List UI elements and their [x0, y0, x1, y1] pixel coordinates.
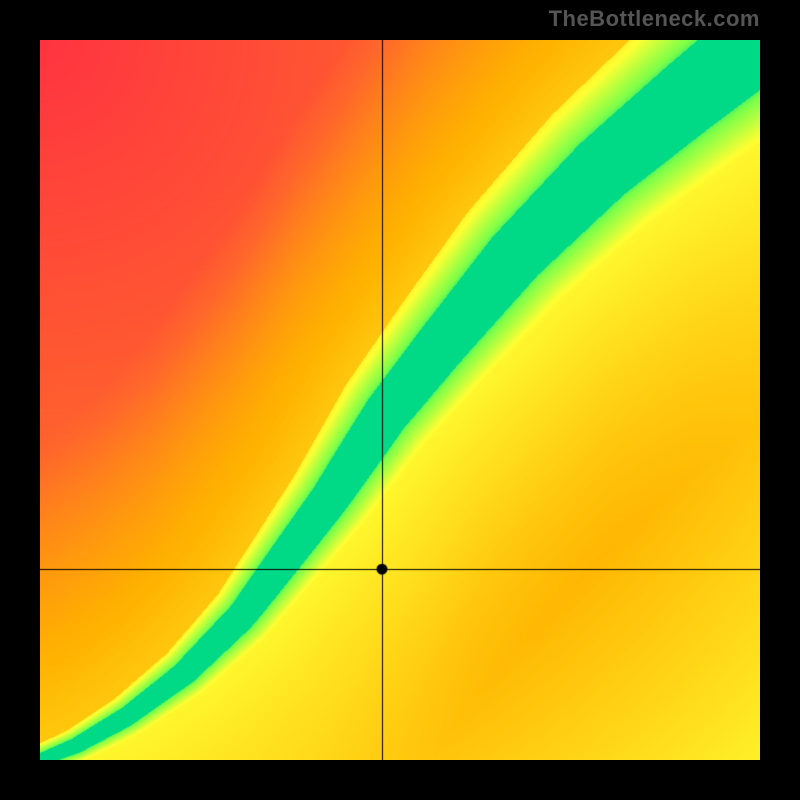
- heatmap-plot-area: [40, 40, 760, 760]
- chart-container: TheBottleneck.com: [0, 0, 800, 800]
- heatmap-canvas: [40, 40, 760, 760]
- watermark-text: TheBottleneck.com: [549, 6, 760, 32]
